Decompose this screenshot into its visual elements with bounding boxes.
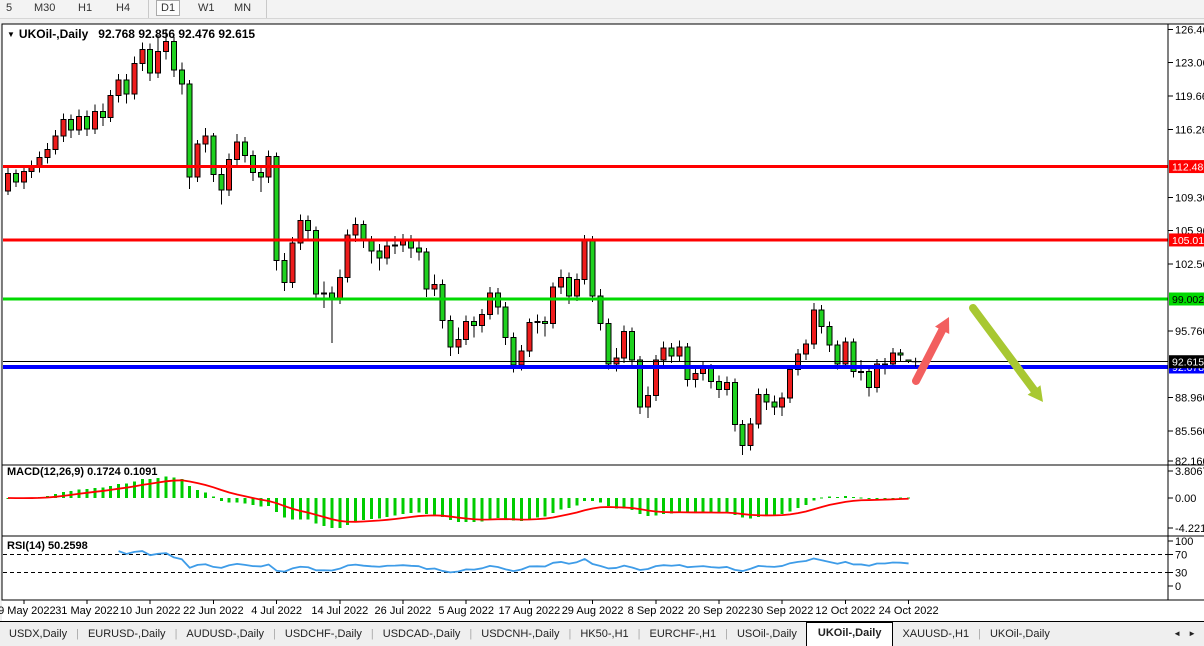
chart-tab-hk50-h1[interactable]: HK50-,H1	[580, 628, 629, 640]
rsi-line	[118, 550, 909, 574]
tab-scroll-right-icon[interactable]: ►	[1188, 629, 1196, 638]
chart-ohlc-values: 92.768 92.856 92.476 92.615	[98, 27, 256, 41]
price-tick-label: 123.060	[1175, 58, 1204, 70]
macd-scale-label: 3.8067	[1175, 466, 1204, 478]
tab-separator: |	[76, 628, 79, 640]
resistance-line-3-axis-label	[1169, 292, 1204, 306]
macd-current-values: 0.1724 0.1091	[87, 466, 158, 478]
tab-separator: |	[174, 628, 178, 640]
rsi-scale-label: 100	[1175, 536, 1193, 548]
price-tick-label: 85.560	[1175, 426, 1204, 438]
macd-signal-line	[7, 479, 909, 523]
price-tick-label: 119.660	[1175, 91, 1204, 103]
date-tick-label: 4 Jul 2022	[251, 605, 302, 617]
date-tick-label: 29 Aug 2022	[562, 605, 624, 617]
trend-arrow-down-right[interactable]	[969, 304, 1043, 402]
trend-arrow-up-right[interactable]	[912, 317, 950, 385]
tab-scroll-left-icon[interactable]: ◄	[1173, 629, 1182, 638]
chart-tab-usoil-daily[interactable]: USOil-,Daily	[736, 628, 797, 640]
current-price-line-axis-label	[1169, 355, 1204, 369]
chart-tab-ukoil-daily[interactable]: UKOil-,Daily	[805, 622, 894, 646]
toolbar-separator	[266, 0, 267, 18]
chart-tab-audusd-daily[interactable]: AUDUSD-,Daily	[186, 628, 265, 640]
price-line-value-label: 92.615	[1172, 357, 1204, 369]
rsi-indicator-label: RSI(14) 50.2598	[7, 540, 88, 552]
chart-tab-eurchf-h1[interactable]: EURCHF-,H1	[649, 628, 717, 640]
resistance-line-1-axis-label	[1169, 160, 1204, 174]
chart-tabs-bar: USDX,Daily | EURUSD-,Daily | AUDUSD-,Daily | U…	[0, 621, 1204, 646]
timeframe-button-d1[interactable]: D1	[156, 0, 181, 16]
tab-separator: |	[370, 628, 374, 640]
chart-tab-ukoil-daily[interactable]: UKOil-,Daily	[989, 628, 1050, 640]
chart-symbol-period: UKOil-,Daily	[18, 27, 89, 41]
current-bar-pointer	[911, 357, 921, 367]
timeframe-button-mn[interactable]: MN	[234, 2, 252, 14]
chart-title: ▼ UKOil-,Daily 92.768 92.856 92.476 92.615	[7, 27, 255, 41]
date-tick-label: 22 Jun 2022	[183, 605, 244, 617]
symbol-dropdown-icon[interactable]: ▼	[7, 30, 15, 39]
date-tick-label: 31 May 2022	[55, 605, 119, 617]
resistance-line-2-axis-label	[1169, 233, 1204, 247]
timeframe-button-w1[interactable]: W1	[198, 2, 215, 14]
rsi-scale-label: 30	[1175, 568, 1187, 580]
tab-separator: |	[725, 628, 728, 640]
tab-separator: |	[273, 628, 276, 640]
rsi-name: RSI(14)	[7, 540, 45, 552]
price-line-value-label: 99.002	[1172, 294, 1204, 306]
timeframe-toolbar: 5 M30 H1 H4 D1 W1 MN	[0, 0, 1204, 19]
toolbar-separator	[148, 0, 149, 18]
chart-tab-xauusd-h1[interactable]: XAUUSD-,H1	[902, 628, 970, 640]
price-tick-label: 116.260	[1175, 125, 1204, 137]
tab-separator: |	[637, 628, 641, 640]
price-line-value-label: 112.486	[1172, 162, 1204, 174]
date-tick-label: 19 May 2022	[0, 605, 56, 617]
date-tick-label: 14 Jul 2022	[311, 605, 368, 617]
date-tick-label: 5 Aug 2022	[438, 605, 494, 617]
price-tick-label: 82.160	[1175, 456, 1204, 468]
chart-tab-eurusd-daily[interactable]: EURUSD-,Daily	[87, 628, 166, 640]
timeframe-button-h4[interactable]: H4	[116, 2, 131, 14]
timeframe-button-m30[interactable]: M30	[34, 2, 56, 14]
date-tick-label: 10 Jun 2022	[120, 605, 181, 617]
chart-tab-usdcnh-daily[interactable]: USDCNH-,Daily	[481, 628, 560, 640]
date-tick-label: 8 Sep 2022	[628, 605, 684, 617]
macd-scale-label: 0.00	[1175, 493, 1196, 505]
price-tick-label: 102.560	[1175, 259, 1204, 271]
timeframe-button-5[interactable]: 5	[6, 2, 13, 14]
macd-indicator-label: MACD(12,26,9) 0.1724 0.1091	[7, 466, 157, 478]
chart-tab-usdchf-daily[interactable]: USDCHF-,Daily	[284, 628, 362, 640]
date-tick-label: 12 Oct 2022	[815, 605, 875, 617]
price-tick-label: 109.360	[1175, 192, 1204, 204]
rsi-current-value: 50.2598	[47, 540, 88, 552]
price-line-value-label: 105.015	[1172, 235, 1204, 247]
tab-separator: |	[469, 628, 473, 640]
macd-histogram	[6, 476, 911, 528]
tab-separator: |	[978, 628, 981, 640]
date-tick-label: 24 Oct 2022	[879, 605, 939, 617]
macd-scale-label: -4.221	[1175, 523, 1204, 535]
chart-tab-usdcad-daily[interactable]: USDCAD-,Daily	[382, 628, 461, 640]
tab-scroll-arrows: ◄ ►	[1165, 629, 1204, 646]
macd-name: MACD(12,26,9)	[7, 466, 85, 478]
timeframe-button-h1[interactable]: H1	[78, 2, 93, 14]
chart-tab-usdx-daily[interactable]: USDX,Daily	[9, 628, 68, 640]
date-tick-label: 20 Sep 2022	[688, 605, 750, 617]
price-tick-label: 88.960	[1175, 393, 1204, 405]
date-tick-label: 17 Aug 2022	[499, 605, 561, 617]
tab-separator: |	[568, 628, 572, 640]
rsi-scale-label: 70	[1175, 550, 1187, 562]
price-tick-label: 126.460	[1175, 24, 1204, 36]
date-tick-label: 26 Jul 2022	[375, 605, 432, 617]
date-tick-label: 30 Sep 2022	[751, 605, 813, 617]
rsi-scale-label: 0	[1175, 581, 1181, 593]
price-tick-label: 95.760	[1175, 326, 1204, 338]
